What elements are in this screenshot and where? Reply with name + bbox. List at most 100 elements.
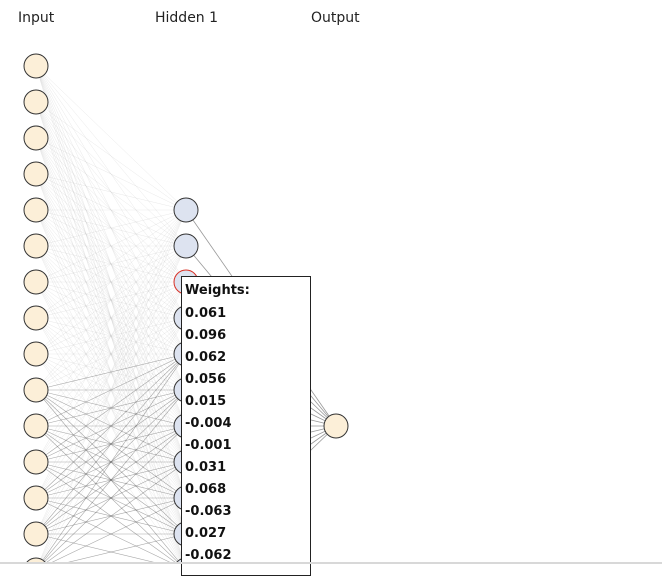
edge-input-hidden (35, 353, 187, 391)
edge-input-hidden (35, 209, 187, 355)
edge-input-hidden (35, 353, 187, 427)
input-neuron[interactable] (23, 521, 49, 547)
edge-input-hidden (35, 245, 184, 564)
edge-input-hidden (35, 173, 184, 564)
edge-input-hidden (35, 209, 187, 463)
network-diagram (23, 53, 349, 564)
edge-input-hidden (35, 533, 163, 564)
edge-input-hidden (35, 353, 187, 535)
input-neuron[interactable] (23, 413, 49, 439)
edge-input-hidden (35, 173, 187, 247)
edge-input-hidden (43, 461, 187, 564)
tooltip-title: Weights: (185, 283, 250, 298)
edge-input-hidden (35, 281, 187, 535)
input-neuron[interactable] (23, 377, 49, 403)
weight-list: 0.061 0.096 0.062 0.056 0.015 -0.004 -0.001 0.0… (185, 303, 307, 567)
edge-input-hidden (35, 65, 187, 319)
weight-value: 0.061 (185, 306, 227, 321)
edge-input-hidden (35, 281, 187, 427)
hidden-neuron[interactable] (173, 197, 199, 223)
edge-input-hidden (35, 317, 187, 535)
input-neuron[interactable] (23, 53, 49, 79)
edge-input-hidden (35, 101, 187, 247)
edge-input-hidden (35, 245, 187, 499)
edge-input-hidden (35, 245, 187, 355)
input-neuron[interactable] (23, 125, 49, 151)
edge-input-hidden (35, 137, 187, 355)
weight-value: 0.056 (185, 372, 227, 387)
input-neuron[interactable] (23, 305, 49, 331)
edge-input-hidden (35, 173, 187, 355)
edge-input-hidden (35, 389, 187, 535)
edge-input-hidden (39, 353, 187, 564)
edge-input-hidden (35, 425, 187, 499)
edge-input-hidden (35, 389, 182, 564)
edge-input-hidden (35, 101, 187, 535)
edge-input-hidden (35, 389, 187, 427)
weight-value: -0.001 (185, 438, 232, 453)
edge-input-hidden (35, 245, 187, 535)
edge-input-hidden (35, 65, 187, 499)
edge-input-hidden (35, 101, 187, 283)
input-neuron[interactable] (23, 233, 49, 259)
edge-input-hidden (35, 101, 187, 355)
edge-input-hidden (35, 137, 187, 427)
layer-title-hidden: Hidden 1 (155, 10, 219, 26)
input-neuron[interactable] (23, 197, 49, 223)
edge-input-hidden (35, 317, 187, 391)
input-neuron[interactable] (23, 485, 49, 511)
edge-input-hidden (35, 173, 187, 463)
edge-group (35, 65, 337, 564)
edge-input-hidden (35, 65, 187, 211)
edge-input-hidden (35, 317, 183, 564)
edge-input-hidden (35, 101, 185, 564)
output-neuron[interactable] (323, 413, 349, 439)
edge-input-hidden (35, 425, 187, 463)
edge-input-hidden (38, 209, 187, 564)
weight-value: -0.062 (185, 548, 232, 563)
input-neuron[interactable] (23, 89, 49, 115)
edge-input-hidden (35, 137, 187, 247)
edge-input-hidden (35, 425, 187, 499)
input-neuron[interactable] (23, 449, 49, 475)
horizontal-scrollbar[interactable] (0, 562, 662, 564)
weight-value: 0.096 (185, 328, 227, 343)
input-neuron[interactable] (23, 269, 49, 295)
edge-input-hidden (35, 137, 187, 535)
edge-input-hidden (40, 389, 187, 564)
weight-value: -0.004 (185, 416, 232, 431)
edge-input-hidden (35, 281, 187, 535)
edge-input-hidden (35, 137, 187, 283)
edge-input-hidden (35, 173, 187, 319)
weight-value: 0.031 (185, 460, 227, 475)
edge-input-hidden (35, 353, 187, 427)
input-neuron[interactable] (23, 161, 49, 187)
edge-input-hidden (39, 317, 187, 564)
weight-value: 0.068 (185, 482, 227, 497)
edge-input-hidden (35, 101, 187, 463)
edge-input-hidden (35, 317, 187, 535)
edge-input-hidden (35, 245, 187, 535)
edge-input-hidden (35, 245, 187, 319)
edge-input-hidden (35, 65, 187, 427)
edge-input-hidden (35, 137, 185, 564)
edge-input-hidden (35, 173, 187, 427)
edge-input-hidden (35, 317, 187, 499)
edge-input-hidden (35, 281, 187, 391)
edge-input-hidden (35, 281, 187, 499)
edge-input-hidden (35, 425, 187, 535)
edge-input-hidden (35, 65, 187, 247)
hidden-neuron[interactable] (173, 233, 199, 259)
edge-input-hidden (35, 281, 187, 427)
edge-input-hidden (35, 245, 187, 427)
weight-value: 0.027 (185, 526, 227, 541)
edge-input-hidden (35, 65, 187, 283)
edge-input-hidden (35, 317, 187, 499)
edge-input-hidden (35, 245, 187, 319)
edge-input-hidden (35, 209, 187, 535)
edge-input-hidden (35, 353, 187, 463)
edge-input-hidden (47, 497, 187, 564)
edge-input-hidden (35, 65, 187, 391)
edge-input-hidden (35, 497, 175, 564)
input-neuron[interactable] (23, 341, 49, 367)
